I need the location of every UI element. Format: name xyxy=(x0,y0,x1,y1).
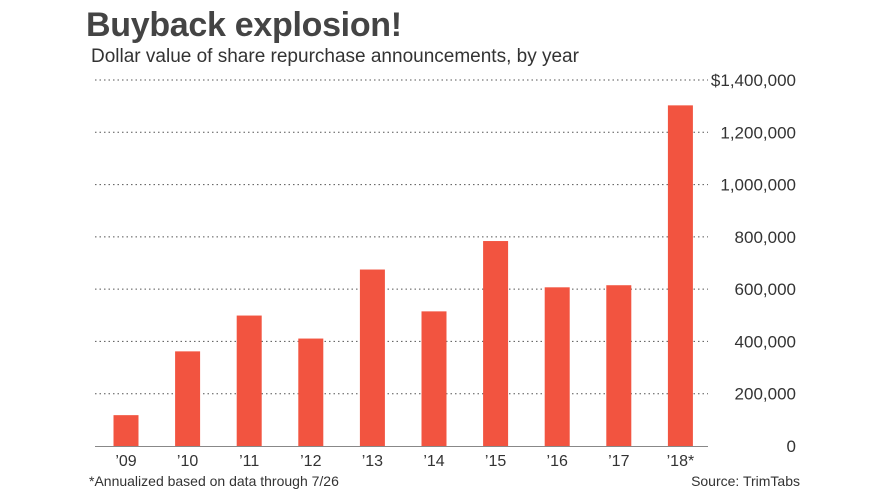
bar xyxy=(236,315,262,446)
bar xyxy=(113,415,139,446)
bar xyxy=(421,311,447,446)
x-tick-label: ’15 xyxy=(485,453,506,470)
y-tick-label: 1,200,000 xyxy=(720,123,796,142)
y-tick-label: $1,400,000 xyxy=(711,71,796,90)
y-tick-label: 0 xyxy=(787,437,796,456)
x-tick-label: ’14 xyxy=(423,453,444,470)
x-tick-label: ’11 xyxy=(239,453,259,470)
chart-subtitle: Dollar value of share repurchase announc… xyxy=(91,46,579,67)
chart-title: Buyback explosion! xyxy=(86,6,402,44)
bar xyxy=(175,351,201,446)
x-tick-label: ’13 xyxy=(362,453,383,470)
y-tick-label: 600,000 xyxy=(735,280,796,299)
x-tick-label: ’09 xyxy=(115,453,136,470)
x-tick-label: ’10 xyxy=(177,453,198,470)
bar xyxy=(667,105,693,446)
source-note: Source: TrimTabs xyxy=(691,473,800,489)
bar xyxy=(298,338,324,446)
y-tick-label: 200,000 xyxy=(735,385,796,404)
y-tick-label: 800,000 xyxy=(735,228,796,247)
footnote: *Annualized based on data through 7/26 xyxy=(89,473,339,489)
bar xyxy=(544,287,570,446)
bar xyxy=(359,269,385,446)
y-tick-label: 1,000,000 xyxy=(720,176,796,195)
x-tick-label: ’12 xyxy=(300,453,321,470)
x-tick-label: ’17 xyxy=(608,453,629,470)
bar xyxy=(606,285,632,446)
y-tick-label: 400,000 xyxy=(735,332,796,351)
bar xyxy=(483,241,509,446)
x-tick-label: ’18* xyxy=(667,453,695,470)
x-tick-label: ’16 xyxy=(547,453,568,470)
